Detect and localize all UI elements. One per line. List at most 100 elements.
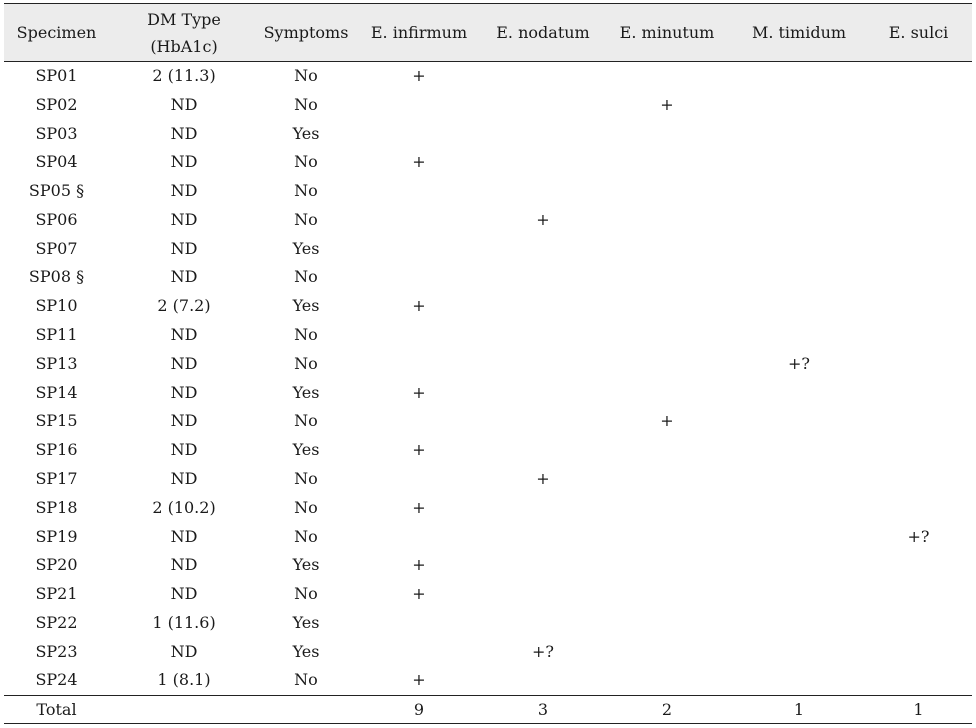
table-row: SP13 ND No +? <box>4 350 972 379</box>
table-row: SP22 1 (11.6) Yes <box>4 609 972 638</box>
specimen-cell: SP05 § <box>28 181 85 201</box>
symptoms-cell: No <box>294 353 318 373</box>
e-nodatum-cell <box>485 666 601 695</box>
e-nodatum-cell <box>485 609 601 638</box>
specimen-cell: SP08 § <box>28 267 85 287</box>
e-sulci-cell <box>865 465 972 494</box>
symptoms-cell: No <box>294 267 318 287</box>
e-minutum-cell <box>601 609 733 638</box>
e-infirmum-cell: + <box>412 584 426 604</box>
specimen-cell: SP16 <box>35 440 78 460</box>
header-symptoms: Symptoms <box>259 3 353 62</box>
e-minutum-cell <box>601 177 733 206</box>
e-nodatum-cell <box>485 379 601 408</box>
table-row: SP21 ND No + <box>4 580 972 609</box>
table-row: SP23 ND Yes +? <box>4 638 972 667</box>
dm-type-cell: ND <box>170 181 198 201</box>
e-infirmum-cell: + <box>412 670 426 690</box>
specimen-cell: SP11 <box>35 325 78 345</box>
m-timidum-cell <box>733 666 865 695</box>
e-sulci-cell <box>865 206 972 235</box>
dm-type-cell: ND <box>170 555 198 575</box>
symptoms-cell: No <box>294 152 318 172</box>
e-minutum-cell <box>601 638 733 667</box>
header-row: Specimen DM Type (HbA1c) Symptoms E. infirmu… <box>4 3 972 62</box>
m-timidum-cell <box>733 638 865 667</box>
total-cell <box>259 695 353 725</box>
symptoms-cell: No <box>294 584 318 604</box>
e-minutum-cell <box>601 379 733 408</box>
e-minutum-cell <box>601 292 733 321</box>
table-row: SP18 2 (10.2) No + <box>4 494 972 523</box>
e-sulci-cell <box>865 407 972 436</box>
e-infirmum-cell: + <box>412 382 426 402</box>
table-footer: Total 9 3 2 1 1 <box>4 695 972 725</box>
e-nodatum-cell <box>485 292 601 321</box>
e-infirmum-cell: + <box>412 296 426 316</box>
m-timidum-cell <box>733 580 865 609</box>
e-nodatum-cell <box>485 177 601 206</box>
e-minutum-cell <box>601 62 733 91</box>
symptoms-cell: No <box>294 468 318 488</box>
dm-type-cell: ND <box>170 468 198 488</box>
m-timidum-cell <box>733 235 865 264</box>
e-nodatum-cell: + <box>536 209 550 229</box>
e-infirmum-cell <box>353 263 485 292</box>
column-header-line: DM Type <box>147 9 221 29</box>
e-minutum-cell <box>601 235 733 264</box>
table-row: SP03 ND Yes <box>4 120 972 149</box>
e-minutum-cell <box>601 551 733 580</box>
table-row: SP17 ND No + <box>4 465 972 494</box>
total-cell: 9 <box>353 695 485 725</box>
e-nodatum-cell <box>485 321 601 350</box>
table-row: SP01 2 (11.3) No + <box>4 62 972 91</box>
e-sulci-cell <box>865 62 972 91</box>
specimen-cell: SP06 <box>35 209 78 229</box>
symptoms-cell: No <box>294 325 318 345</box>
dm-type-cell: ND <box>170 325 198 345</box>
e-nodatum-cell <box>485 263 601 292</box>
e-infirmum-cell <box>353 177 485 206</box>
specimen-cell: SP19 <box>35 526 78 546</box>
m-timidum-cell <box>733 91 865 120</box>
e-nodatum-cell <box>485 580 601 609</box>
e-sulci-cell <box>865 666 972 695</box>
dm-type-cell: ND <box>170 238 198 258</box>
e-infirmum-cell: + <box>412 497 426 517</box>
m-timidum-cell: +? <box>788 353 810 373</box>
e-minutum-cell <box>601 436 733 465</box>
e-sulci-cell <box>865 148 972 177</box>
m-timidum-cell <box>733 292 865 321</box>
table-row: SP16 ND Yes + <box>4 436 972 465</box>
specimen-table: Specimen DM Type (HbA1c) Symptoms E. infirmu… <box>4 3 972 725</box>
table-header: Specimen DM Type (HbA1c) Symptoms E. infirmu… <box>4 3 972 62</box>
e-nodatum-cell <box>485 62 601 91</box>
e-nodatum-cell <box>485 551 601 580</box>
m-timidum-cell <box>733 523 865 552</box>
symptoms-cell: No <box>294 670 318 690</box>
total-label: Total <box>4 695 109 725</box>
total-row: Total 9 3 2 1 1 <box>4 695 972 725</box>
specimen-cell: SP21 <box>35 584 78 604</box>
dm-type-cell: ND <box>170 584 198 604</box>
specimen-cell: SP23 <box>35 641 78 661</box>
e-sulci-cell <box>865 609 972 638</box>
e-minutum-cell <box>601 321 733 350</box>
symptoms-cell: No <box>294 209 318 229</box>
total-cell <box>109 695 259 725</box>
e-sulci-cell <box>865 638 972 667</box>
dm-type-cell: 2 (11.3) <box>152 66 216 85</box>
dm-type-cell: 2 (7.2) <box>157 296 211 316</box>
m-timidum-cell <box>733 379 865 408</box>
m-timidum-cell <box>733 609 865 638</box>
symptoms-cell: Yes <box>292 641 320 661</box>
e-nodatum-cell <box>485 523 601 552</box>
e-sulci-cell <box>865 120 972 149</box>
table-row: SP14 ND Yes + <box>4 379 972 408</box>
e-minutum-cell <box>601 465 733 494</box>
e-nodatum-cell: +? <box>532 641 554 661</box>
table-row: SP08 § ND No <box>4 263 972 292</box>
dm-type-cell: 1 (11.6) <box>152 612 216 632</box>
dm-type-cell: ND <box>170 353 198 373</box>
e-infirmum-cell <box>353 91 485 120</box>
